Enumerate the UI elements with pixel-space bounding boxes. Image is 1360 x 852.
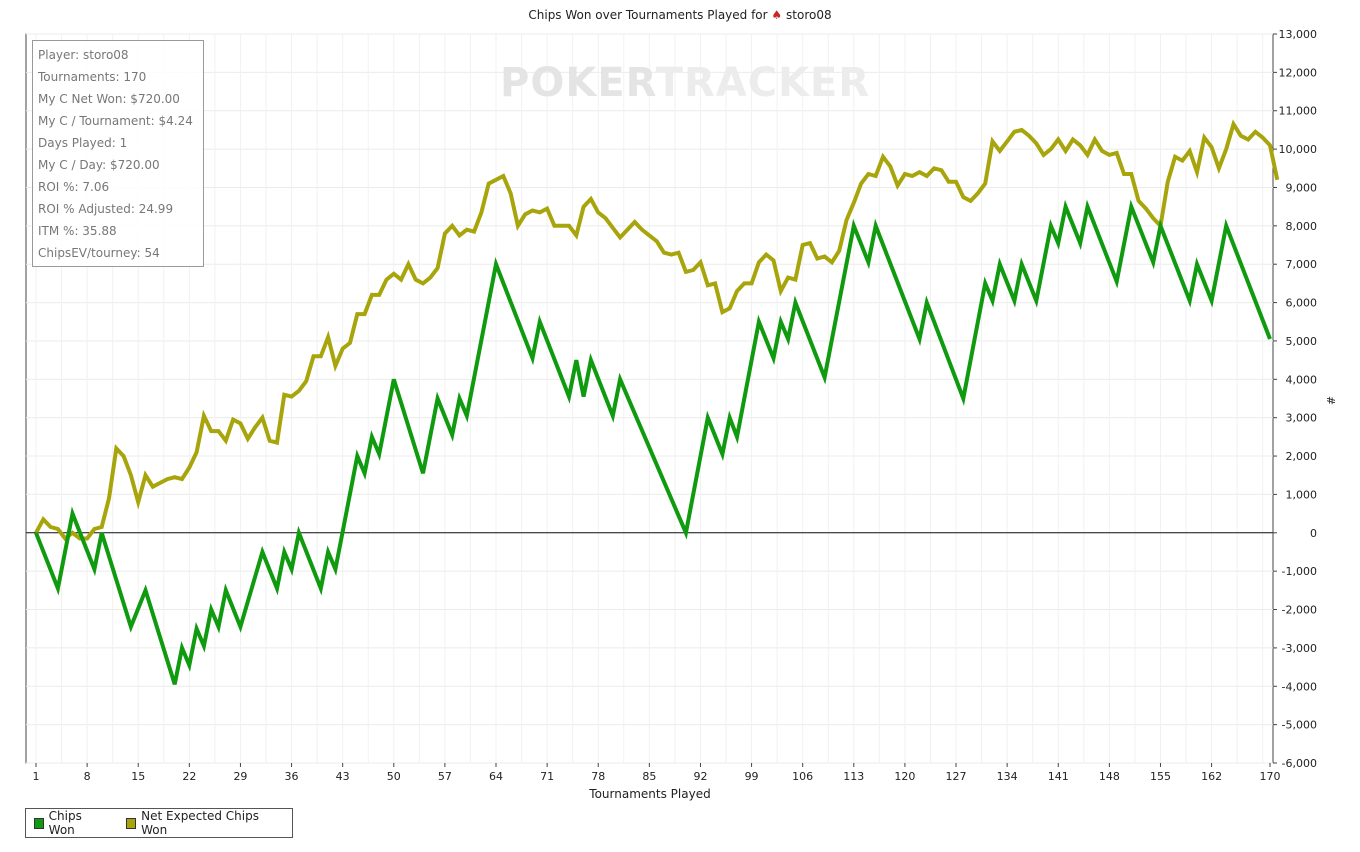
x-tick-label: 170: [1260, 770, 1281, 783]
y-tick-label: 13,000: [1279, 28, 1318, 41]
x-tick-label: 155: [1150, 770, 1171, 783]
y-tick-label: -3,000: [1282, 642, 1317, 655]
y-tick-label: -6,000: [1282, 757, 1317, 770]
x-tick-label: 50: [387, 770, 401, 783]
series-layer: [34, 119, 1280, 685]
net-expected-chips-won-line: [34, 119, 1280, 542]
y-tick-label: 1,000: [1286, 488, 1318, 501]
x-tick-label: 78: [591, 770, 605, 783]
x-axis-title: Tournaments Played: [589, 787, 711, 801]
x-tick-label: 64: [489, 770, 503, 783]
stat-line: ChipsEV/tourney: 54: [38, 246, 160, 260]
axes: -6,000 -5,000 -4,000 -3,000 -2,000 -1,000 0 1,0…: [26, 28, 1317, 783]
x-tick-label: 113: [843, 770, 864, 783]
legend-swatch: [34, 817, 44, 829]
y-tick-label: -2,000: [1282, 604, 1317, 617]
stat-line: Player: storo08: [38, 48, 129, 62]
y-tick-label: 7,000: [1286, 258, 1318, 271]
stat-line: ROI % Adjusted: 24.99: [38, 202, 174, 216]
legend-item: Chips Won: [34, 809, 102, 837]
x-tick-label: 85: [642, 770, 656, 783]
stat-line: ROI %: 7.06: [38, 180, 110, 194]
stat-line: My C / Tournament: $4.24: [38, 114, 193, 128]
legend-label: Net Expected Chips Won: [141, 809, 259, 837]
watermark-part1: POKER: [500, 60, 656, 106]
stat-line: My C / Day: $720.00: [38, 158, 160, 172]
x-tick-label: 36: [285, 770, 299, 783]
x-tick-label: 134: [997, 770, 1018, 783]
stat-line: Days Played: 1: [38, 136, 128, 150]
y-tick-label: 5,000: [1286, 335, 1318, 348]
x-tick-label: 43: [336, 770, 350, 783]
chart-title-prefix: Chips Won over Tournaments Played for: [528, 8, 768, 22]
stat-line: My C Net Won: $720.00: [38, 92, 180, 106]
legend-swatch: [126, 817, 137, 829]
x-tick-label: 92: [693, 770, 707, 783]
y-tick-label: 4,000: [1286, 373, 1318, 386]
y-tick-label: 10,000: [1279, 143, 1318, 156]
y-tick-label: 2,000: [1286, 450, 1318, 463]
spade-icon: ♠: [771, 8, 783, 22]
x-tick-label: 8: [84, 770, 91, 783]
y-tick-label: 9,000: [1286, 181, 1318, 194]
x-tick-label: 120: [894, 770, 915, 783]
watermark-part2: TRACKER: [655, 60, 871, 106]
chart-title-player: storo08: [786, 8, 832, 22]
y-tick-label: -5,000: [1282, 719, 1317, 732]
x-tick-label: 162: [1201, 770, 1222, 783]
x-tick-label: 1: [33, 770, 40, 783]
y-tick-label: 6,000: [1286, 297, 1318, 310]
x-tick-label: 99: [745, 770, 759, 783]
x-tick-label: 148: [1099, 770, 1120, 783]
legend-item: Net Expected Chips Won: [126, 809, 268, 837]
legend: Chips Won Net Expected Chips Won: [25, 808, 293, 838]
x-tick-label: 22: [182, 770, 196, 783]
x-tick-label: 71: [540, 770, 554, 783]
x-tick-label: 57: [438, 770, 452, 783]
y-axis-title: #: [1324, 395, 1338, 406]
y-tick-label: 8,000: [1286, 220, 1318, 233]
grid: [25, 33, 1274, 764]
x-tick-label: 15: [131, 770, 145, 783]
y-tick-label: 11,000: [1279, 105, 1318, 118]
x-tick-label: 127: [946, 770, 967, 783]
legend-label: Chips Won: [48, 809, 82, 837]
y-tick-label: 12,000: [1279, 66, 1318, 79]
y-tick-label: 0: [1310, 527, 1317, 540]
y-tick-label: 3,000: [1286, 412, 1318, 425]
stat-line: ITM %: 35.88: [38, 224, 117, 238]
x-tick-label: 106: [792, 770, 813, 783]
y-tick-label: -1,000: [1282, 565, 1317, 578]
stats-box: Player: storo08 Tournaments: 170 My C Net …: [32, 40, 204, 267]
chips-won-line: [34, 199, 1272, 685]
x-tick-label: 29: [233, 770, 247, 783]
stat-line: Tournaments: 170: [38, 70, 147, 84]
chart-title: Chips Won over Tournaments Played for ♠ …: [0, 8, 1360, 22]
x-tick-label: 141: [1048, 770, 1069, 783]
y-tick-label: -4,000: [1282, 680, 1317, 693]
pokertracker-watermark-logo: POKERTRACKER: [500, 60, 870, 106]
